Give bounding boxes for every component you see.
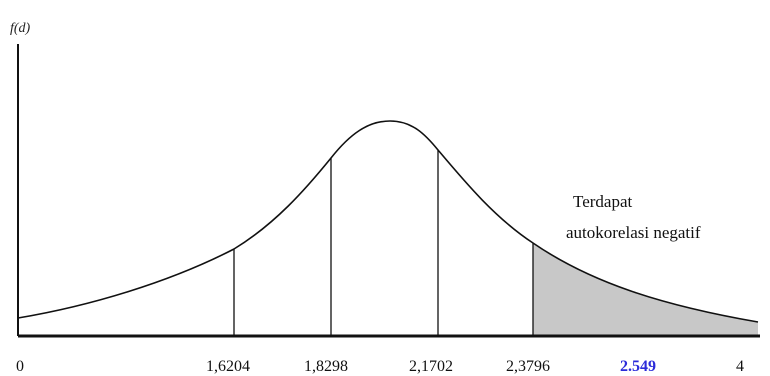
negative-autocorrelation-region [533, 243, 758, 336]
tick-label-4: 4 [736, 358, 744, 375]
tick-label-d-statistic: 2.549 [620, 358, 656, 375]
annotation-line-2: autokorelasi negatif [566, 223, 701, 242]
tick-label-dl: 1,6204 [206, 358, 250, 375]
distribution-curve [17, 120, 759, 323]
tick-label-du: 1,8298 [304, 358, 348, 375]
tick-label-0: 0 [16, 358, 24, 375]
tick-label-4-du: 2,1702 [409, 358, 453, 375]
tick-label-4-dl: 2,3796 [506, 358, 550, 375]
y-axis-label: f(d) [10, 21, 31, 36]
annotation-line-1: Terdapat [573, 192, 632, 211]
